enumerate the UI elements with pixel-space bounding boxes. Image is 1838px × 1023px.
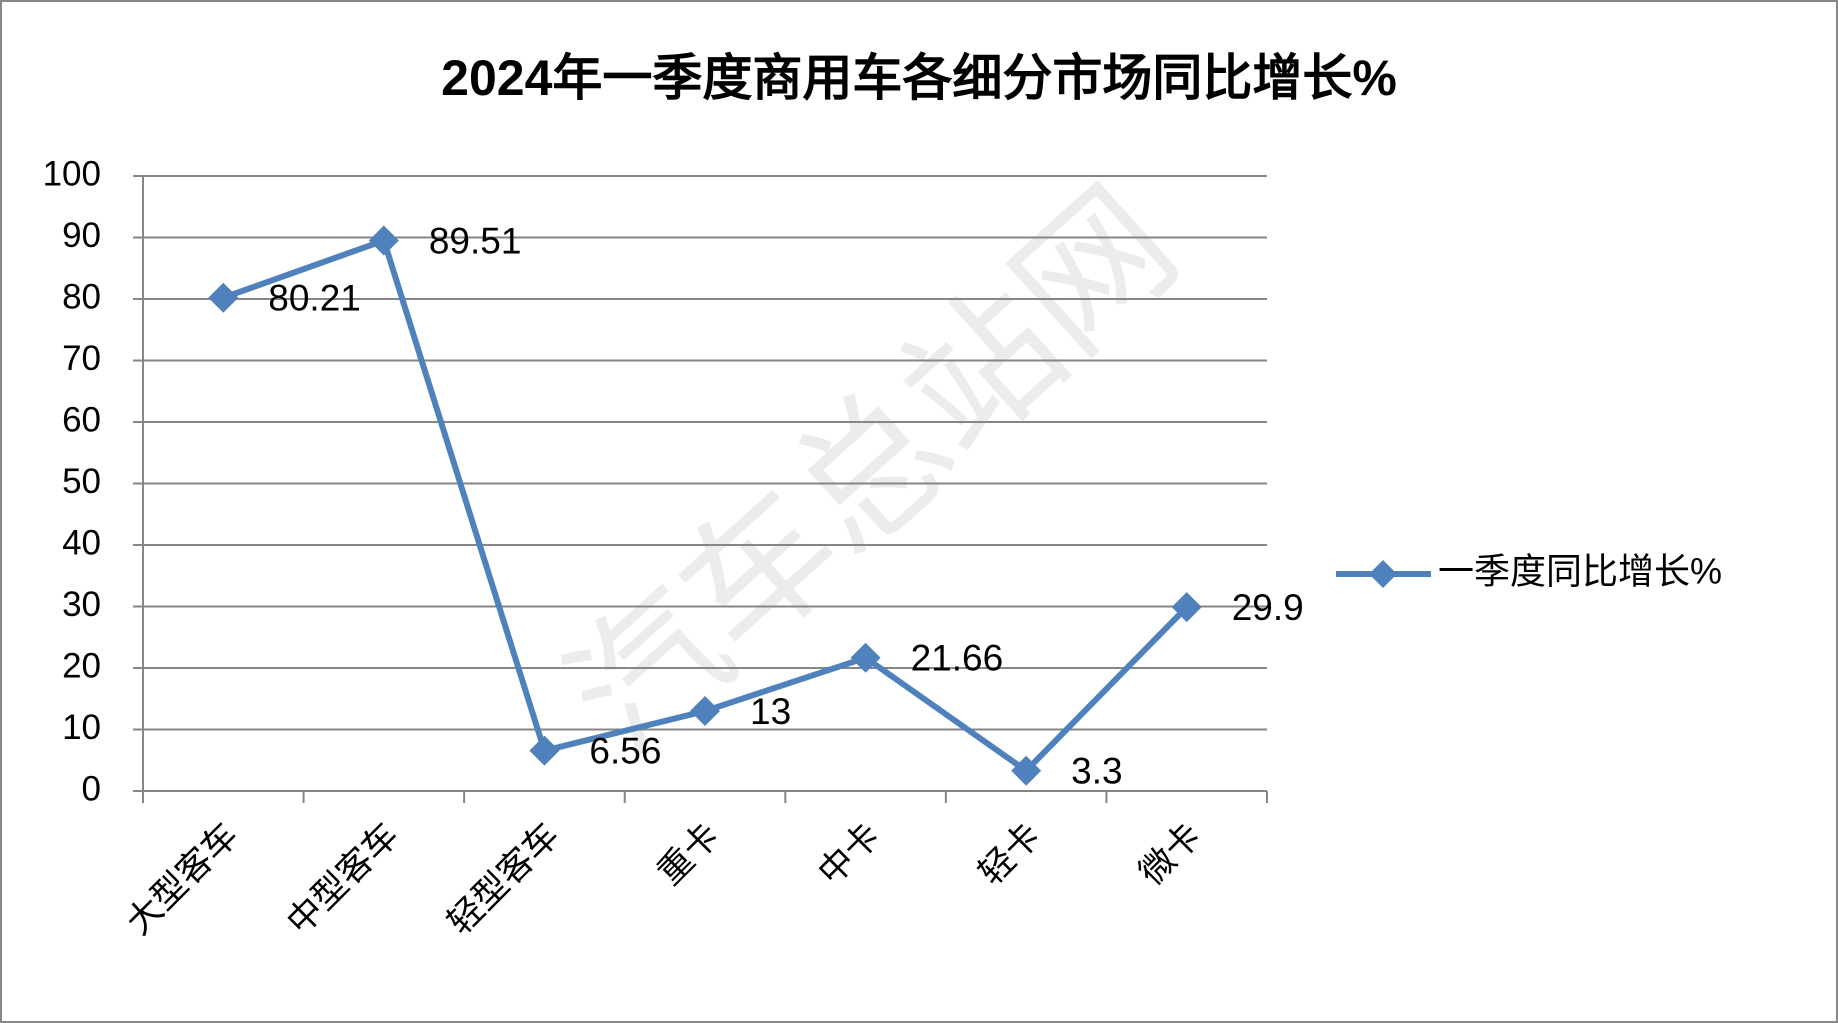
legend-marker [1369, 560, 1397, 588]
y-tick-label: 90 [62, 216, 101, 255]
y-tick-label: 10 [62, 708, 101, 747]
y-tick-label: 0 [82, 769, 101, 808]
y-tick-label: 20 [62, 646, 101, 685]
y-tick-label: 60 [62, 400, 101, 439]
data-label: 6.56 [589, 730, 661, 771]
marker [1011, 755, 1042, 786]
data-label: 89.51 [429, 220, 522, 261]
data-label: 3.3 [1071, 750, 1122, 791]
y-tick-label: 50 [62, 462, 101, 501]
data-label: 13 [750, 691, 791, 732]
marker [368, 225, 399, 256]
y-tick-label: 100 [43, 154, 101, 193]
y-tick-label: 80 [62, 277, 101, 316]
marker [208, 282, 239, 313]
chart-title: 2024年一季度商用车各细分市场同比增长% [441, 50, 1397, 106]
data-label: 21.66 [911, 638, 1004, 679]
legend-label: 一季度同比增长% [1438, 551, 1722, 592]
marker [1171, 592, 1202, 623]
marker [690, 696, 720, 727]
data-label: 29.9 [1232, 587, 1304, 628]
data-label: 80.21 [268, 277, 361, 318]
marker [529, 735, 560, 766]
y-tick-label: 40 [62, 523, 101, 562]
y-tick-label: 30 [62, 585, 101, 624]
y-tick-label: 70 [62, 339, 101, 378]
marker [850, 642, 881, 673]
